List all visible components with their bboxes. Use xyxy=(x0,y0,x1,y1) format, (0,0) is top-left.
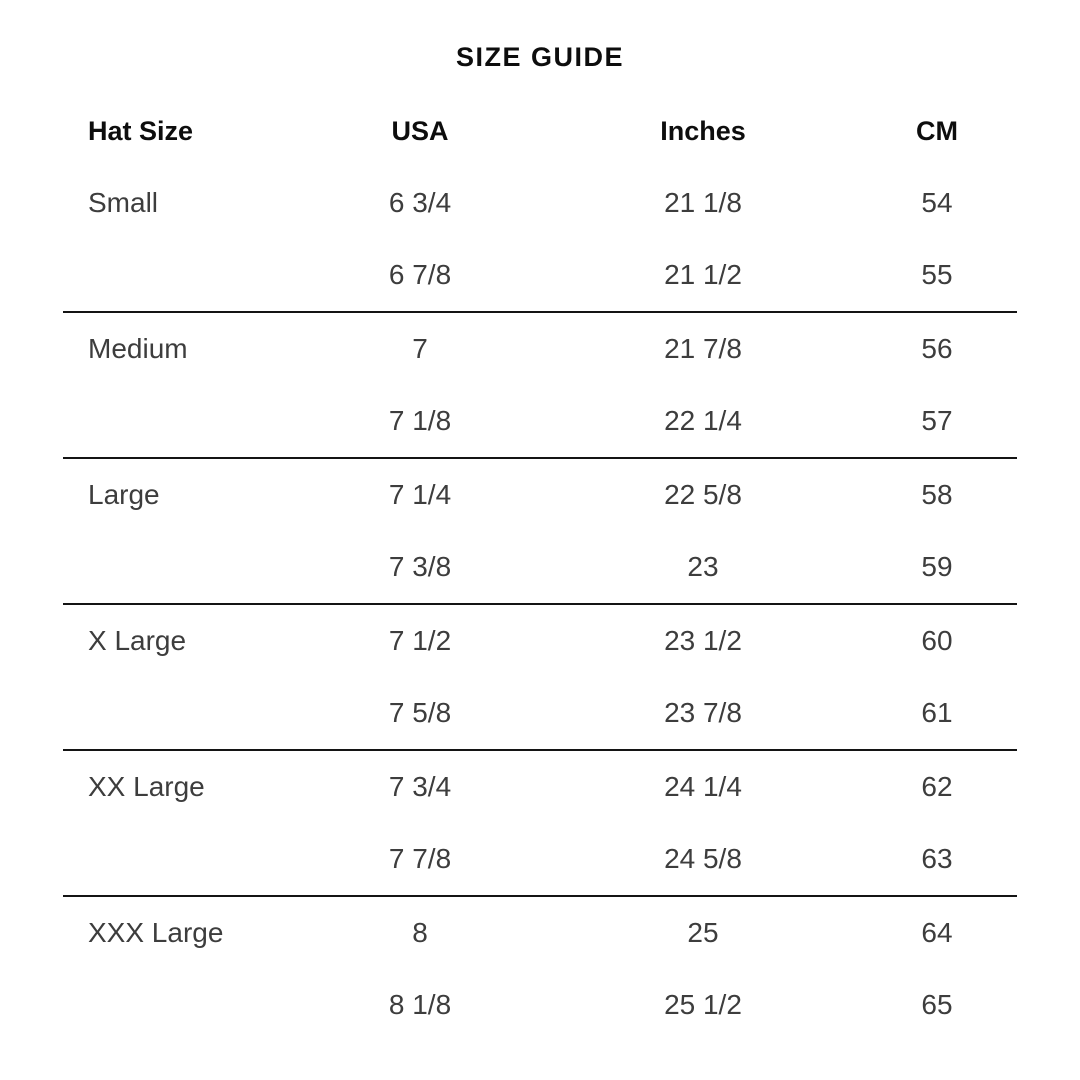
usa-cell: 7 1/4 xyxy=(388,479,452,510)
group-divider xyxy=(63,603,1017,605)
hat-size-cell: X Large xyxy=(88,625,187,656)
table-row: 7 7/8 24 5/8 63 xyxy=(63,823,1017,895)
inches-cell: 23 xyxy=(687,551,719,582)
header-hat-size: Hat Size xyxy=(88,115,194,146)
inches-cell: 25 1/2 xyxy=(664,989,742,1020)
table-row: XX Large 7 3/4 24 1/4 62 xyxy=(63,751,1017,823)
usa-cell: 7 1/2 xyxy=(388,625,452,656)
cm-cell: 65 xyxy=(921,989,953,1020)
hat-size-cell: XXX Large xyxy=(88,917,224,948)
usa-cell: 8 1/8 xyxy=(388,989,452,1020)
header-inches: Inches xyxy=(660,115,746,146)
hat-size-cell: Small xyxy=(88,187,159,218)
hat-size-cell: XX Large xyxy=(88,771,205,802)
table-row: Large 7 1/4 22 5/8 58 xyxy=(63,459,1017,531)
cm-cell: 58 xyxy=(921,479,953,510)
usa-cell: 8 xyxy=(412,917,428,948)
table-row: 8 1/8 25 1/2 65 xyxy=(63,969,1017,1041)
inches-cell: 22 1/4 xyxy=(664,405,742,436)
inches-cell: 23 7/8 xyxy=(664,697,742,728)
group-divider xyxy=(63,457,1017,459)
table-row: 6 7/8 21 1/2 55 xyxy=(63,239,1017,311)
inches-cell: 24 5/8 xyxy=(664,843,742,874)
table-header-row: Hat Size USA Inches CM xyxy=(63,95,1017,167)
cm-cell: 63 xyxy=(921,843,953,874)
cm-cell: 59 xyxy=(921,551,953,582)
group-divider xyxy=(63,311,1017,313)
usa-cell: 7 xyxy=(412,333,428,364)
size-table: Hat Size USA Inches CM Small 6 3/4 21 1/8 5… xyxy=(63,95,1017,1041)
usa-cell: 7 1/8 xyxy=(388,405,452,436)
header-cm: CM xyxy=(916,115,958,146)
table-row: XXX Large 8 25 64 xyxy=(63,897,1017,969)
inches-cell: 25 xyxy=(687,917,719,948)
usa-cell: 7 7/8 xyxy=(388,843,452,874)
usa-cell: 7 5/8 xyxy=(388,697,452,728)
cm-cell: 61 xyxy=(921,697,953,728)
inches-cell: 21 1/8 xyxy=(664,187,742,218)
inches-cell: 23 1/2 xyxy=(664,625,742,656)
page-title: SIZE GUIDE xyxy=(455,42,625,72)
inches-cell: 21 1/2 xyxy=(664,259,742,290)
usa-cell: 6 3/4 xyxy=(388,187,452,218)
cm-cell: 55 xyxy=(921,259,953,290)
usa-cell: 6 7/8 xyxy=(388,259,452,290)
table-row: Medium 7 21 7/8 56 xyxy=(63,313,1017,385)
size-table-body: Small 6 3/4 21 1/8 54 6 7/8 21 1/2 55 Medium 7 21… xyxy=(63,167,1017,1041)
inches-cell: 22 5/8 xyxy=(664,479,742,510)
cm-cell: 56 xyxy=(921,333,953,364)
cm-cell: 62 xyxy=(921,771,953,802)
cm-cell: 64 xyxy=(921,917,953,948)
usa-cell: 7 3/8 xyxy=(388,551,452,582)
group-divider xyxy=(63,749,1017,751)
table-row: Small 6 3/4 21 1/8 54 xyxy=(63,167,1017,239)
cm-cell: 54 xyxy=(921,187,953,218)
table-row: 7 5/8 23 7/8 61 xyxy=(63,677,1017,749)
cm-cell: 57 xyxy=(921,405,953,436)
usa-cell: 7 3/4 xyxy=(388,771,452,802)
inches-cell: 24 1/4 xyxy=(664,771,742,802)
table-row: X Large 7 1/2 23 1/2 60 xyxy=(63,605,1017,677)
header-usa: USA xyxy=(391,115,449,146)
inches-cell: 21 7/8 xyxy=(664,333,742,364)
table-row: 7 3/8 23 59 xyxy=(63,531,1017,603)
hat-size-cell: Large xyxy=(88,479,160,510)
cm-cell: 60 xyxy=(921,625,953,656)
hat-size-cell: Medium xyxy=(88,333,188,364)
table-row: 7 1/8 22 1/4 57 xyxy=(63,385,1017,457)
group-divider xyxy=(63,895,1017,897)
